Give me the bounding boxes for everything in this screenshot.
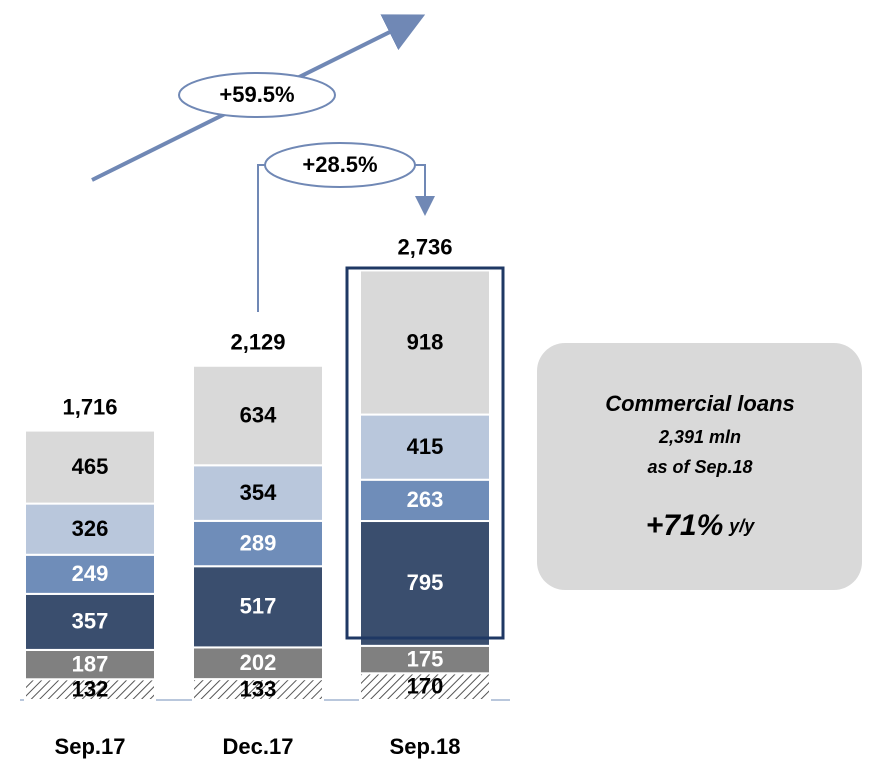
data-label: 170 — [407, 673, 444, 698]
data-label: 187 — [72, 651, 109, 676]
growth-unit: y/y — [728, 516, 755, 536]
bar-segment — [24, 429, 156, 505]
callout-box — [537, 343, 862, 590]
data-label: 918 — [407, 329, 444, 354]
data-label: 357 — [72, 609, 109, 634]
bar-segment — [24, 553, 156, 595]
total-label: 1,716 — [62, 394, 117, 419]
data-label: 263 — [407, 487, 444, 512]
annotation: +59.5% — [219, 82, 294, 107]
data-label: 202 — [240, 650, 277, 675]
bar-segment — [192, 364, 324, 467]
callout-amount: 2,391 mln — [658, 427, 741, 447]
bar-segment — [192, 464, 324, 522]
annotation-bubble — [178, 72, 336, 118]
bar-segment — [192, 519, 324, 568]
callout-date: as of Sep.18 — [647, 457, 752, 477]
callout-growth: +71% y/y — [646, 509, 756, 542]
data-label: 795 — [407, 570, 444, 595]
data-label: 634 — [240, 402, 277, 427]
growth-value: +71% — [646, 509, 724, 542]
data-label: 517 — [240, 594, 277, 619]
data-label: 133 — [240, 676, 277, 701]
bar-segment — [192, 646, 324, 681]
data-label: 249 — [72, 561, 109, 586]
total-label: 2,129 — [230, 330, 285, 355]
data-label: 354 — [240, 480, 277, 505]
x-tick-label: Sep.17 — [55, 734, 126, 759]
annotation-bubble — [264, 142, 416, 188]
data-label: 175 — [407, 646, 444, 671]
data-label: 132 — [72, 676, 109, 701]
total-label: 2,736 — [397, 234, 452, 259]
x-tick-label: Dec.17 — [223, 734, 294, 759]
data-label: 415 — [407, 434, 444, 459]
bar-segment — [24, 592, 156, 651]
highlight-box — [345, 266, 505, 640]
data-label: 465 — [72, 454, 109, 479]
bar-segment — [24, 648, 156, 681]
bar-segment — [192, 565, 324, 649]
x-tick-label: Sep.18 — [390, 734, 461, 759]
bar-segment — [359, 520, 491, 647]
bar-segment — [359, 644, 491, 675]
bar-segment — [359, 269, 491, 416]
data-label: 289 — [240, 530, 277, 555]
data-label: 326 — [72, 516, 109, 541]
annotation: +28.5% — [302, 152, 377, 177]
callout-title: Commercial loans — [605, 391, 795, 416]
bar-segment — [24, 502, 156, 556]
bar-segment — [359, 672, 491, 701]
